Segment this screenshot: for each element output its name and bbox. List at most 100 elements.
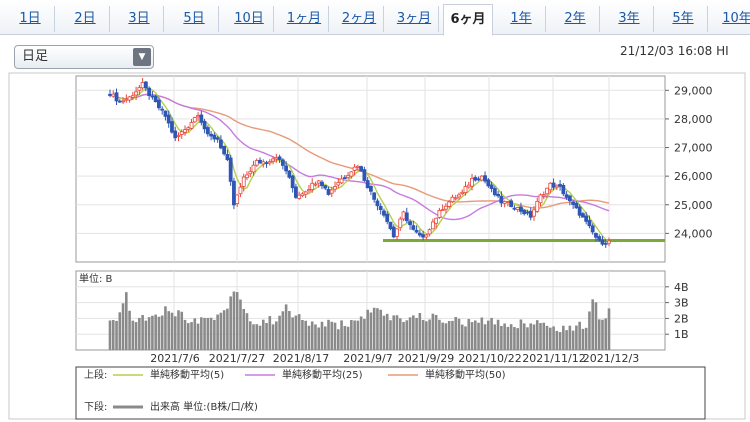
candle-body (192, 117, 197, 123)
candle-body (453, 197, 458, 200)
volume-bar (372, 307, 376, 350)
candle-body (297, 194, 302, 199)
volume-bar (323, 326, 327, 350)
volume-bar (307, 325, 311, 350)
candle-body (581, 213, 585, 218)
volume-bar (131, 320, 135, 350)
tab-8[interactable]: 6ヶ月 (443, 4, 493, 36)
volume-bar (128, 310, 131, 350)
tab-5[interactable]: 1ヶ月 (280, 6, 329, 32)
tab-4[interactable]: 10日 (225, 6, 274, 32)
candle-body (163, 110, 168, 117)
tab-7[interactable]: 3ヶ月 (390, 6, 439, 32)
candle-body (558, 184, 562, 187)
candle-body (284, 165, 289, 172)
candle-body (235, 194, 240, 204)
candle-body (525, 211, 530, 214)
price-tick-label: 26,000 (674, 170, 713, 183)
candle-body (258, 159, 262, 164)
candle-body (444, 205, 448, 210)
volume-bar (591, 299, 594, 350)
volume-bar (118, 312, 122, 350)
volume-bar (535, 320, 539, 350)
candle-body (496, 193, 501, 197)
volume-bar (604, 318, 608, 350)
candle-body (121, 100, 125, 103)
volume-bar (340, 320, 343, 350)
x-tick-label: 2021/9/7 (343, 352, 392, 365)
volume-bar (555, 330, 559, 350)
tab-13[interactable]: 10年 (713, 6, 750, 32)
price-tick-label: 25,000 (674, 199, 713, 212)
tab-6[interactable]: 2ヶ月 (335, 6, 384, 32)
candle-body (355, 165, 360, 168)
x-tick-label: 2021/10/22 (458, 352, 521, 365)
volume-bar (160, 315, 164, 350)
x-tick-label: 2021/12/3 (583, 352, 639, 365)
legend-lower-label: 下段: (84, 400, 107, 413)
price-tick-label: 29,000 (674, 84, 713, 97)
volume-bar (601, 319, 604, 350)
volume-bar (294, 315, 298, 350)
tab-2[interactable]: 3日 (115, 6, 164, 32)
tab-11[interactable]: 3年 (605, 6, 654, 32)
volume-bar (265, 322, 268, 350)
volume-bar (588, 311, 591, 350)
candle-body (561, 184, 566, 195)
volume-bar (395, 315, 399, 350)
candle-interval-select[interactable]: 日足 ▼ (14, 45, 154, 69)
volume-bar (173, 316, 177, 350)
candle-body (134, 91, 138, 96)
tab-0[interactable]: 1日 (6, 6, 55, 32)
candle-body (277, 156, 282, 160)
candle-body (248, 171, 253, 175)
volume-bar (376, 308, 379, 350)
volume-bar (255, 324, 259, 350)
volume-bar (291, 317, 294, 350)
candle-body (427, 229, 432, 235)
volume-bar (333, 322, 337, 350)
candle-body (218, 139, 223, 149)
candle-body (541, 194, 546, 197)
volume-bar (503, 323, 506, 350)
candle-body (424, 234, 429, 238)
candle-body (137, 87, 142, 91)
candle-body (476, 178, 481, 181)
candle-body (417, 232, 422, 236)
volume-bar (500, 325, 503, 350)
volume-bar (379, 309, 382, 350)
candle-body (388, 221, 393, 230)
volume-bar (278, 315, 281, 350)
candle-body (215, 137, 220, 140)
volume-bar (470, 322, 474, 350)
volume-bar (412, 315, 415, 350)
tab-1[interactable]: 2日 (61, 6, 110, 32)
candle-body (597, 236, 602, 241)
volume-bar (115, 320, 118, 350)
candle-body (264, 162, 269, 165)
volume-bar (180, 311, 184, 350)
candle-body (153, 95, 158, 103)
candle-body (463, 186, 468, 193)
candle-body (515, 207, 520, 210)
volume-bar (558, 332, 562, 350)
candle-body (326, 188, 331, 195)
candle-body (385, 213, 390, 222)
volume-bar (183, 319, 187, 350)
tab-3[interactable]: 5日 (170, 6, 219, 32)
candle-body (505, 201, 510, 204)
volume-bar (493, 324, 497, 350)
candle-body (232, 180, 236, 206)
candle-body (584, 215, 589, 222)
candle-body (186, 127, 191, 130)
candle-body (532, 209, 536, 217)
volume-bar (304, 320, 307, 350)
tab-12[interactable]: 5年 (659, 6, 708, 32)
candle-body (313, 183, 318, 186)
candle-body (398, 218, 403, 229)
tab-10[interactable]: 2年 (551, 6, 600, 32)
tab-9[interactable]: 1年 (497, 6, 546, 32)
volume-bar (487, 320, 490, 350)
volume-bar (297, 314, 301, 350)
candle-body (124, 98, 129, 101)
